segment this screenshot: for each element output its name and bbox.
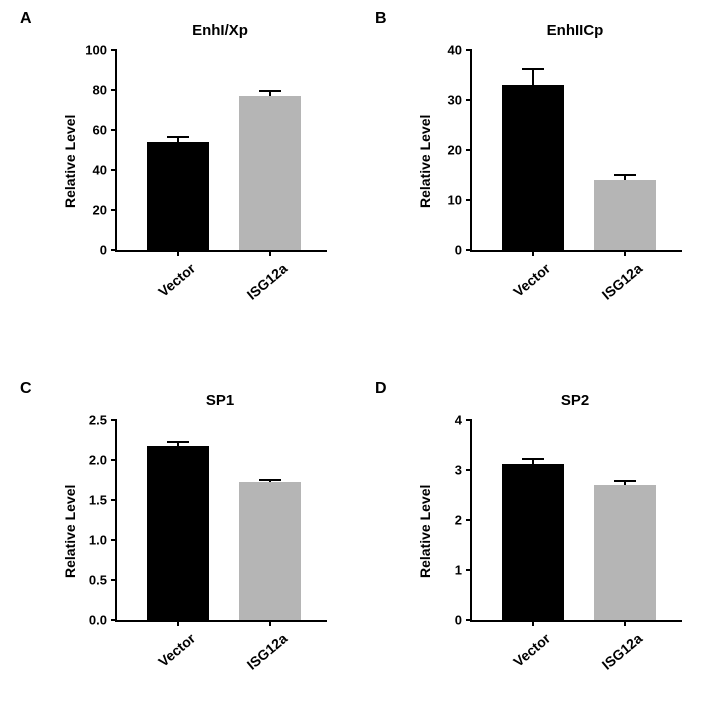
y-tick-label: 4 (455, 413, 462, 428)
y-axis-label: Relative Level (417, 458, 433, 578)
error-bar-cap (167, 136, 189, 138)
x-tick-label: Vector (482, 260, 554, 324)
plot-area: 020406080100VectorISG12a (115, 50, 327, 252)
error-bar-cap (167, 441, 189, 443)
y-tick-label: 0.0 (89, 613, 107, 628)
y-tick (111, 209, 117, 211)
panel-title: EnhI/Xp (115, 22, 325, 39)
bar (147, 446, 209, 620)
bar (502, 85, 564, 250)
panel-title: SP1 (115, 392, 325, 409)
y-tick (466, 49, 472, 51)
y-tick (111, 459, 117, 461)
plot-area: 0.00.51.01.52.02.5VectorISG12a (115, 420, 327, 622)
y-tick (111, 249, 117, 251)
x-tick (624, 250, 626, 256)
y-tick (466, 419, 472, 421)
y-tick-label: 10 (448, 193, 462, 208)
bar (502, 464, 564, 620)
panel-C: CSP10.00.51.01.52.02.5VectorISG12aRelati… (20, 380, 350, 720)
y-tick (111, 169, 117, 171)
panel-title: SP2 (470, 392, 680, 409)
error-bar-stem (532, 69, 534, 85)
y-tick-label: 80 (93, 83, 107, 98)
error-bar-cap (522, 68, 544, 70)
x-tick-label: ISG12a (574, 260, 646, 324)
plot-area: 010203040VectorISG12a (470, 50, 682, 252)
error-bar-cap (522, 458, 544, 460)
x-tick-label: ISG12a (219, 630, 291, 694)
x-tick (177, 620, 179, 626)
x-tick (532, 250, 534, 256)
y-tick (466, 569, 472, 571)
error-bar-cap (614, 480, 636, 482)
bar (239, 96, 301, 250)
y-tick-label: 1.5 (89, 493, 107, 508)
y-tick (111, 579, 117, 581)
y-tick-label: 2.0 (89, 453, 107, 468)
plot-area: 01234VectorISG12a (470, 420, 682, 622)
y-tick-label: 30 (448, 93, 462, 108)
y-tick-label: 2.5 (89, 413, 107, 428)
bar (239, 482, 301, 620)
error-bar-cap (259, 90, 281, 92)
y-tick (466, 249, 472, 251)
y-tick-label: 60 (93, 123, 107, 138)
y-tick (111, 419, 117, 421)
x-tick-label: ISG12a (574, 630, 646, 694)
x-tick-label: Vector (127, 260, 199, 324)
bar (594, 485, 656, 620)
y-tick-label: 0 (455, 243, 462, 258)
y-tick (111, 129, 117, 131)
y-axis-label: Relative Level (62, 458, 78, 578)
y-tick-label: 0 (100, 243, 107, 258)
y-axis-label: Relative Level (417, 88, 433, 208)
y-tick (466, 519, 472, 521)
error-bar-cap (259, 479, 281, 481)
y-tick-label: 20 (448, 143, 462, 158)
y-tick (111, 89, 117, 91)
figure-root: AEnhI/Xp020406080100VectorISG12aRelative… (0, 0, 710, 727)
y-tick (466, 199, 472, 201)
y-axis-label: Relative Level (62, 88, 78, 208)
panel-letter: A (20, 10, 32, 28)
y-tick-label: 0 (455, 613, 462, 628)
y-tick (466, 149, 472, 151)
y-tick-label: 20 (93, 203, 107, 218)
panel-title: EnhIICp (470, 22, 680, 39)
panel-letter: C (20, 380, 32, 398)
x-tick (177, 250, 179, 256)
y-tick (111, 619, 117, 621)
y-tick (111, 49, 117, 51)
y-tick-label: 40 (93, 163, 107, 178)
y-tick (466, 99, 472, 101)
y-tick-label: 1 (455, 563, 462, 578)
y-tick (111, 499, 117, 501)
y-tick-label: 40 (448, 43, 462, 58)
x-tick-label: Vector (482, 630, 554, 694)
panel-letter: D (375, 380, 387, 398)
panel-letter: B (375, 10, 387, 28)
panel-B: BEnhIICp010203040VectorISG12aRelative Le… (375, 10, 705, 350)
panel-A: AEnhI/Xp020406080100VectorISG12aRelative… (20, 10, 350, 350)
x-tick (624, 620, 626, 626)
bar (594, 180, 656, 250)
y-tick-label: 0.5 (89, 573, 107, 588)
x-tick (269, 250, 271, 256)
x-tick (269, 620, 271, 626)
x-tick-label: ISG12a (219, 260, 291, 324)
y-tick-label: 1.0 (89, 533, 107, 548)
error-bar-cap (614, 174, 636, 176)
y-tick (466, 469, 472, 471)
x-tick (532, 620, 534, 626)
panel-D: DSP201234VectorISG12aRelative Level (375, 380, 705, 720)
y-tick-label: 2 (455, 513, 462, 528)
y-tick-label: 100 (85, 43, 107, 58)
bar (147, 142, 209, 250)
y-tick (111, 539, 117, 541)
y-tick-label: 3 (455, 463, 462, 478)
x-tick-label: Vector (127, 630, 199, 694)
y-tick (466, 619, 472, 621)
